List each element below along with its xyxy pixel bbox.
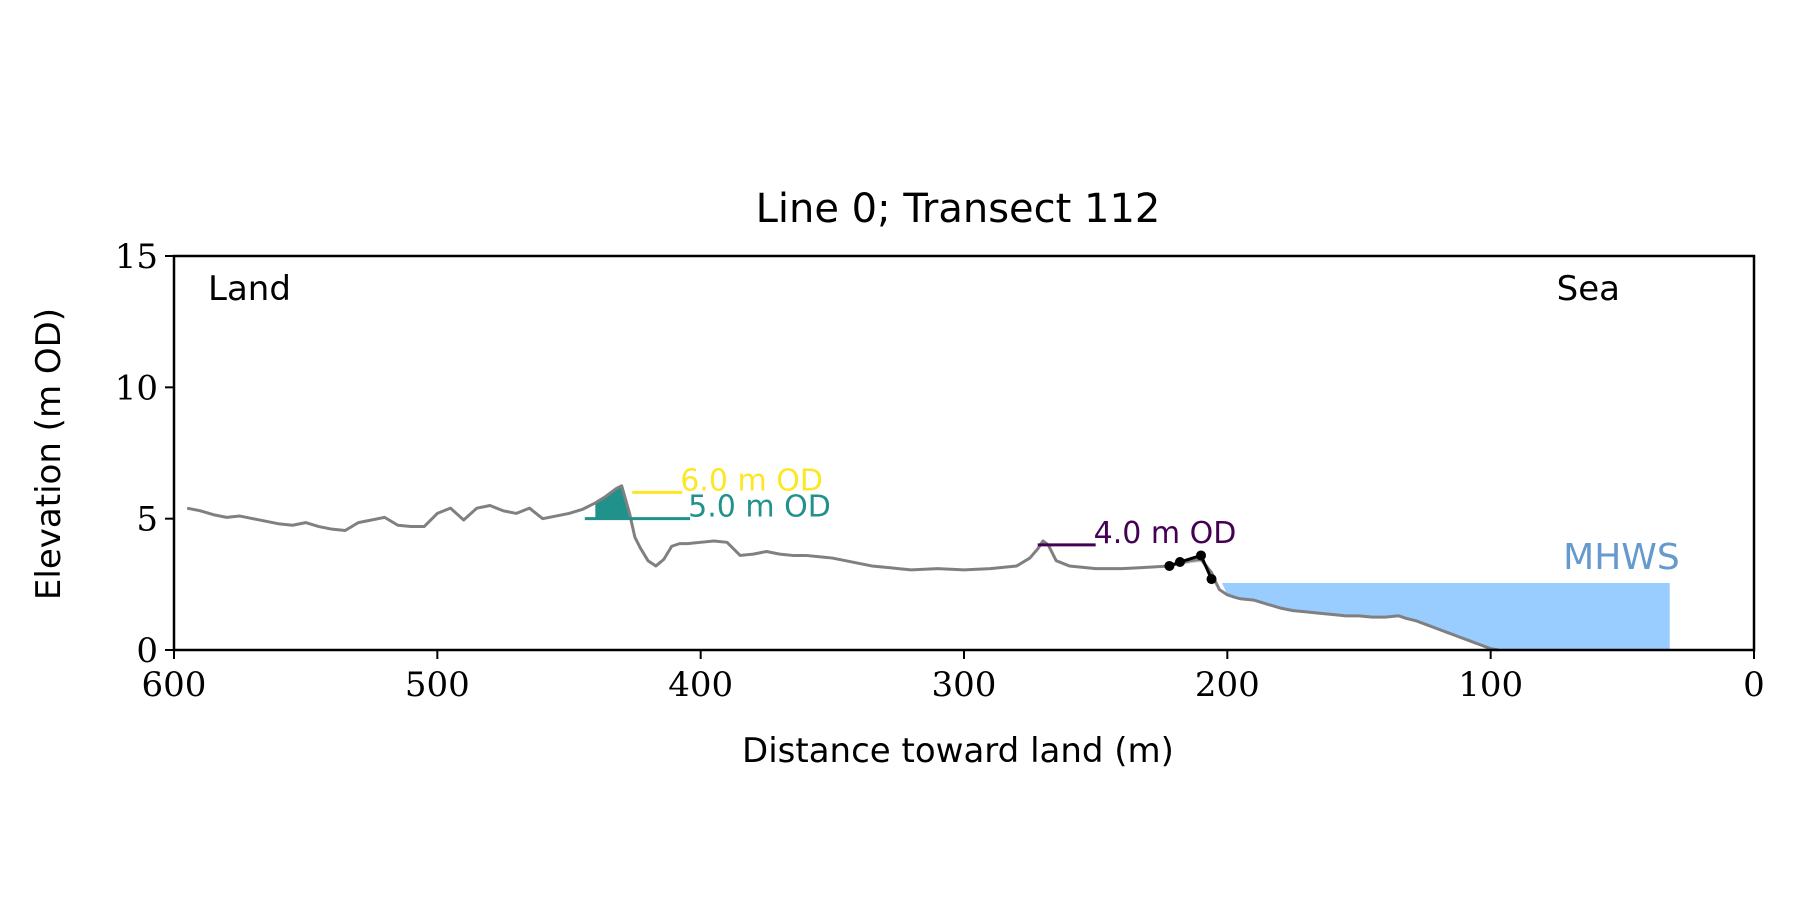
crest-point — [1174, 557, 1185, 568]
y-tick-label: 0 — [136, 631, 158, 671]
sea-label: Sea — [1557, 269, 1620, 309]
threshold-1-fill — [595, 485, 630, 519]
x-axis-label: Distance toward land (m) — [742, 731, 1174, 771]
crest-point — [1164, 560, 1175, 571]
y-tick-label: 15 — [115, 237, 158, 277]
x-tick-label: 300 — [932, 665, 997, 705]
land-label: Land — [208, 269, 291, 309]
crest-line — [1168, 553, 1213, 580]
crest-point — [1196, 550, 1206, 561]
y-axis-label: Elevation (m OD) — [29, 308, 69, 600]
x-tick-label: 0 — [1743, 665, 1765, 705]
mhws-label: MHWS — [1563, 537, 1680, 578]
x-tick-label: 500 — [405, 665, 470, 705]
threshold-2-label: 4.0 m OD — [1094, 516, 1237, 551]
x-tick-label: 600 — [142, 665, 207, 705]
x-tick-label: 200 — [1195, 665, 1260, 705]
threshold-1-label: 5.0 m OD — [688, 490, 831, 525]
profile-line — [186, 484, 1499, 652]
x-tick-label: 400 — [668, 665, 733, 705]
crest-point — [1206, 574, 1217, 585]
mhws-water-fill — [1222, 583, 1670, 650]
y-tick-label: 5 — [136, 500, 158, 540]
threshold-0-label: 6.0 m OD — [680, 463, 823, 498]
y-tick-label: 10 — [115, 368, 158, 408]
chart-title: Line 0; Transect 112 — [756, 186, 1161, 232]
x-tick-label: 100 — [1458, 665, 1523, 705]
